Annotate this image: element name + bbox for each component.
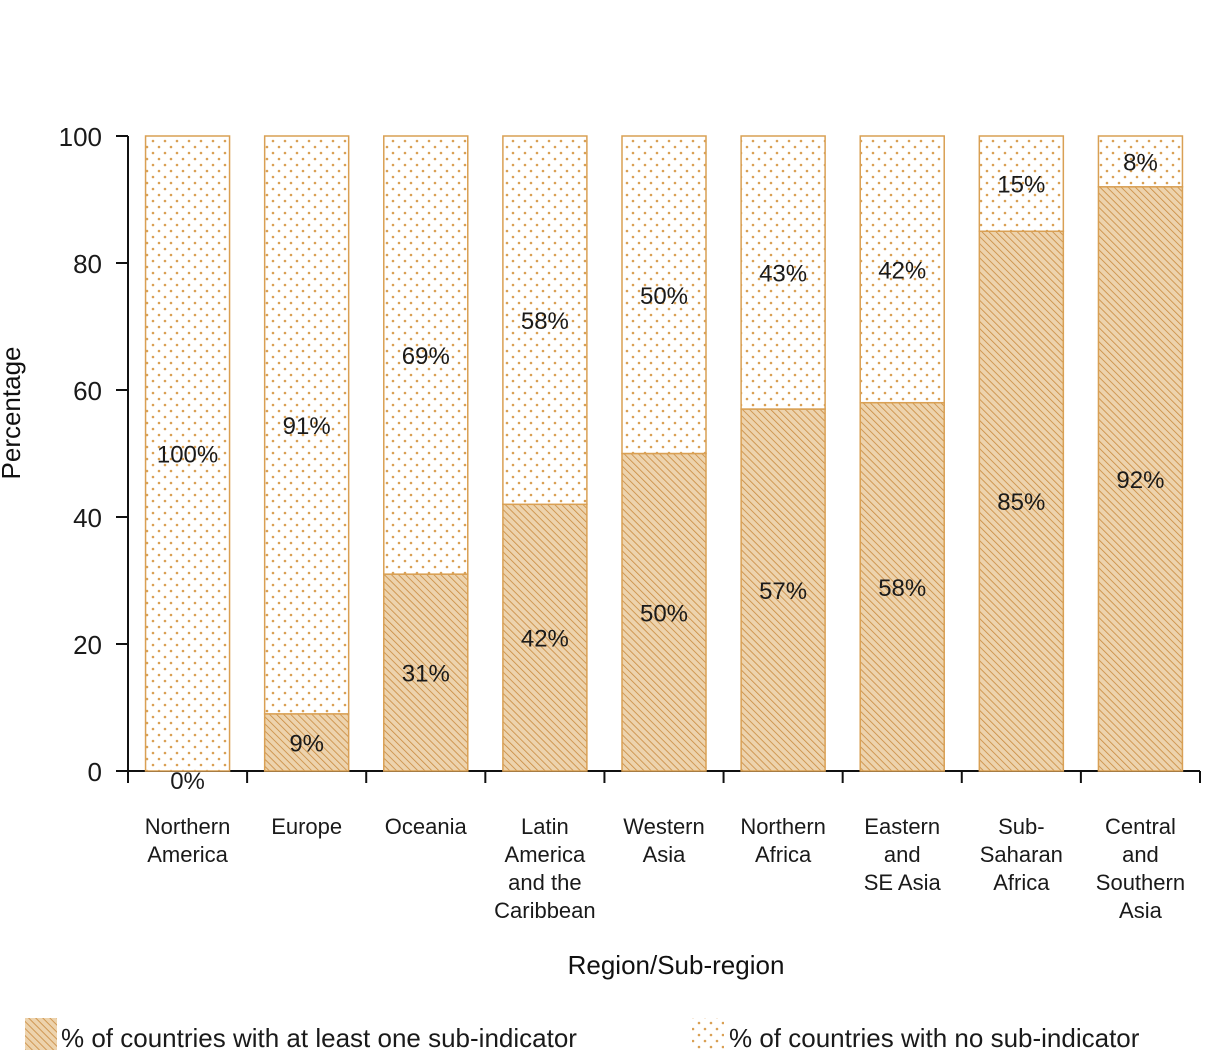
bar-no-sub-indicator bbox=[1097, 135, 1184, 188]
x-tick-label: Eastern and SE Asia bbox=[864, 814, 942, 895]
data-label-no-sub-indicator: 43% bbox=[759, 261, 807, 288]
y-axis-title: Percentage bbox=[0, 347, 26, 480]
legend-label-at-least-one: % of countries with at least one sub-ind… bbox=[61, 1023, 577, 1053]
data-label-at-least-one: 50% bbox=[640, 600, 688, 627]
data-label-at-least-one: 0% bbox=[170, 768, 205, 795]
data-label-no-sub-indicator: 8% bbox=[1123, 149, 1158, 176]
x-tick-label: Sub-Saharan Africa bbox=[980, 814, 1063, 895]
x-tick-label: Latin America and the Caribbean bbox=[494, 814, 596, 923]
data-label-no-sub-indicator: 15% bbox=[997, 172, 1045, 199]
data-label-no-sub-indicator: 100% bbox=[157, 442, 218, 469]
data-label-at-least-one: 57% bbox=[759, 578, 807, 605]
bar-at-least-one bbox=[978, 230, 1065, 772]
x-tick-label: Northern America bbox=[145, 814, 231, 867]
y-tick-label: 60 bbox=[73, 376, 102, 406]
bar-no-sub-indicator bbox=[859, 135, 945, 404]
y-tick-label: 20 bbox=[73, 630, 102, 660]
y-tick-label: 100 bbox=[59, 122, 102, 152]
data-label-at-least-one: 85% bbox=[997, 489, 1045, 516]
bar-at-least-one bbox=[621, 452, 707, 772]
legend-swatch-hatch bbox=[25, 1018, 57, 1050]
y-tick-label: 0 bbox=[88, 757, 102, 787]
bar-at-least-one bbox=[502, 503, 588, 772]
data-label-no-sub-indicator: 42% bbox=[878, 257, 926, 284]
y-axis: 0 20 40 60 80 100 bbox=[59, 122, 129, 787]
data-label-at-least-one: 58% bbox=[878, 575, 926, 602]
x-axis-title: Region/Sub-region bbox=[568, 950, 785, 980]
bar-at-least-one bbox=[740, 408, 826, 772]
x-tick-label: Europe bbox=[271, 814, 342, 839]
bar-no-sub-indicator bbox=[621, 135, 707, 455]
bar-no-sub-indicator bbox=[263, 135, 350, 715]
x-tick-label: Central and Southern Asia bbox=[1096, 814, 1185, 923]
x-axis: Northern America Europe Oceania Latin America… bbox=[127, 770, 1201, 923]
y-tick-label: 40 bbox=[73, 503, 102, 533]
data-label-no-sub-indicator: 58% bbox=[521, 308, 569, 335]
data-label-no-sub-indicator: 50% bbox=[640, 283, 688, 310]
bar-at-least-one bbox=[1097, 186, 1184, 772]
y-tick-label: 80 bbox=[73, 249, 102, 279]
bar-at-least-one bbox=[859, 401, 945, 772]
bar-no-sub-indicator bbox=[383, 135, 469, 575]
data-label-no-sub-indicator: 69% bbox=[402, 343, 450, 370]
bar-no-sub-indicator bbox=[502, 135, 588, 506]
data-label-at-least-one: 42% bbox=[521, 626, 569, 653]
data-label-at-least-one: 92% bbox=[1116, 467, 1164, 494]
legend-swatch-dots bbox=[692, 1018, 724, 1050]
x-tick-label: Northern Africa bbox=[740, 814, 826, 867]
x-tick-label: Oceania bbox=[385, 814, 468, 839]
data-label-no-sub-indicator: 91% bbox=[283, 413, 331, 440]
bar-at-least-one bbox=[383, 573, 469, 772]
bar-no-sub-indicator bbox=[144, 135, 231, 772]
legend: % of countries with at least one sub-ind… bbox=[25, 1018, 1140, 1053]
bars bbox=[144, 135, 1184, 772]
data-label-at-least-one: 31% bbox=[402, 661, 450, 688]
bar-no-sub-indicator bbox=[978, 135, 1065, 232]
data-label-at-least-one: 9% bbox=[289, 730, 324, 757]
x-tick-label: Western Asia bbox=[623, 814, 705, 867]
bar-no-sub-indicator bbox=[740, 135, 826, 410]
legend-label-no-sub-indicator: % of countries with no sub-indicator bbox=[729, 1023, 1140, 1053]
data-labels: 0% 100% 9% 91% 31% 69% 42% 58% 50% 50% 57% 43% 58% 42… bbox=[157, 149, 1165, 795]
